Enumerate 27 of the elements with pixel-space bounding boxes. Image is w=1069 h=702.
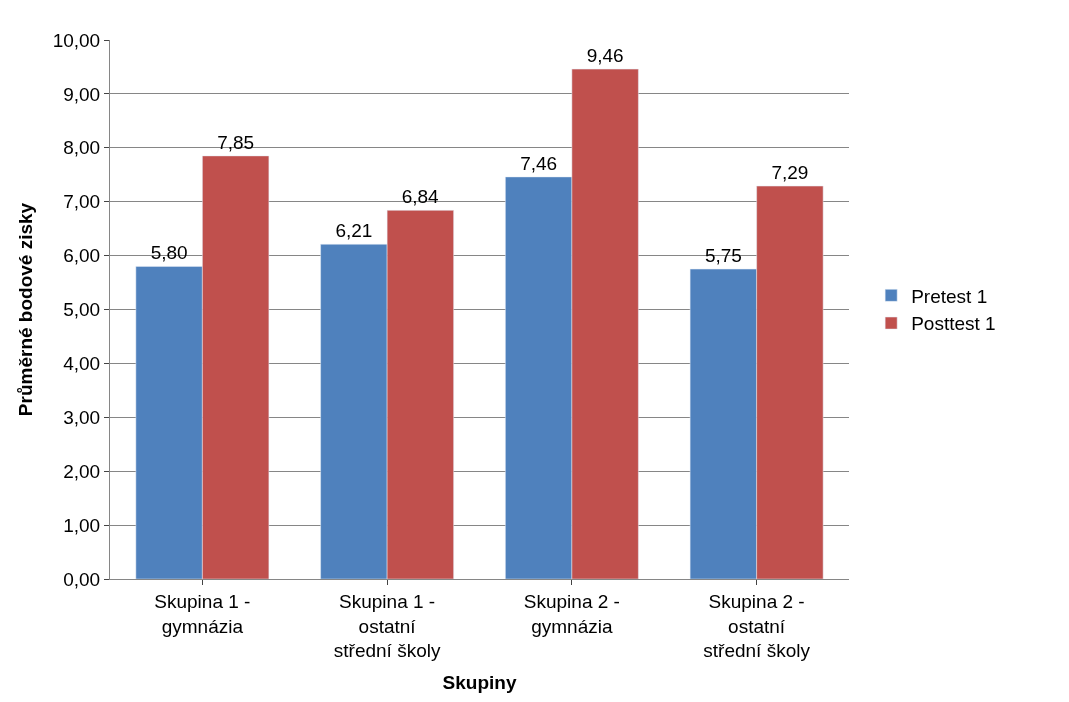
data-label: 6,84: [401, 186, 440, 208]
y-tick-label: 3,00: [63, 406, 101, 428]
x-axis-title: Skupiny: [442, 672, 517, 693]
y-axis-title: Průměrné bodové zisky: [14, 202, 36, 417]
data-label: 9,46: [586, 45, 624, 67]
x-tick-label: Skupina 1 - gymnázia: [154, 590, 251, 637]
data-label: 6,21: [335, 220, 373, 242]
y-tick-label: 8,00: [63, 137, 101, 159]
y-tick-label: 2,00: [63, 460, 101, 482]
y-tick-label: 0,00: [63, 568, 101, 590]
y-tick-label: 10,00: [52, 29, 101, 51]
x-tick-label: Skupina 1 - ostatní střední školy: [333, 590, 441, 662]
data-label: 5,75: [704, 245, 742, 267]
data-label: 7,29: [771, 162, 809, 184]
data-label: 5,80: [150, 242, 188, 264]
data-label: 7,46: [520, 152, 558, 174]
x-tick-label: Skupina 2 - gymnázia: [523, 590, 620, 637]
y-tick-label: 4,00: [63, 353, 101, 375]
data-label: 7,85: [217, 131, 255, 153]
y-tick-label: 1,00: [63, 514, 101, 536]
y-tick-label: 5,00: [63, 299, 101, 321]
x-tick-label: Skupina 2 - ostatní střední školy: [703, 590, 811, 662]
legend-label: Pretest 1: [911, 285, 988, 307]
y-tick-label: 9,00: [63, 83, 101, 105]
y-tick-label: 6,00: [63, 245, 101, 267]
y-tick-label: 7,00: [63, 191, 101, 213]
legend-label: Posttest 1: [911, 313, 996, 335]
